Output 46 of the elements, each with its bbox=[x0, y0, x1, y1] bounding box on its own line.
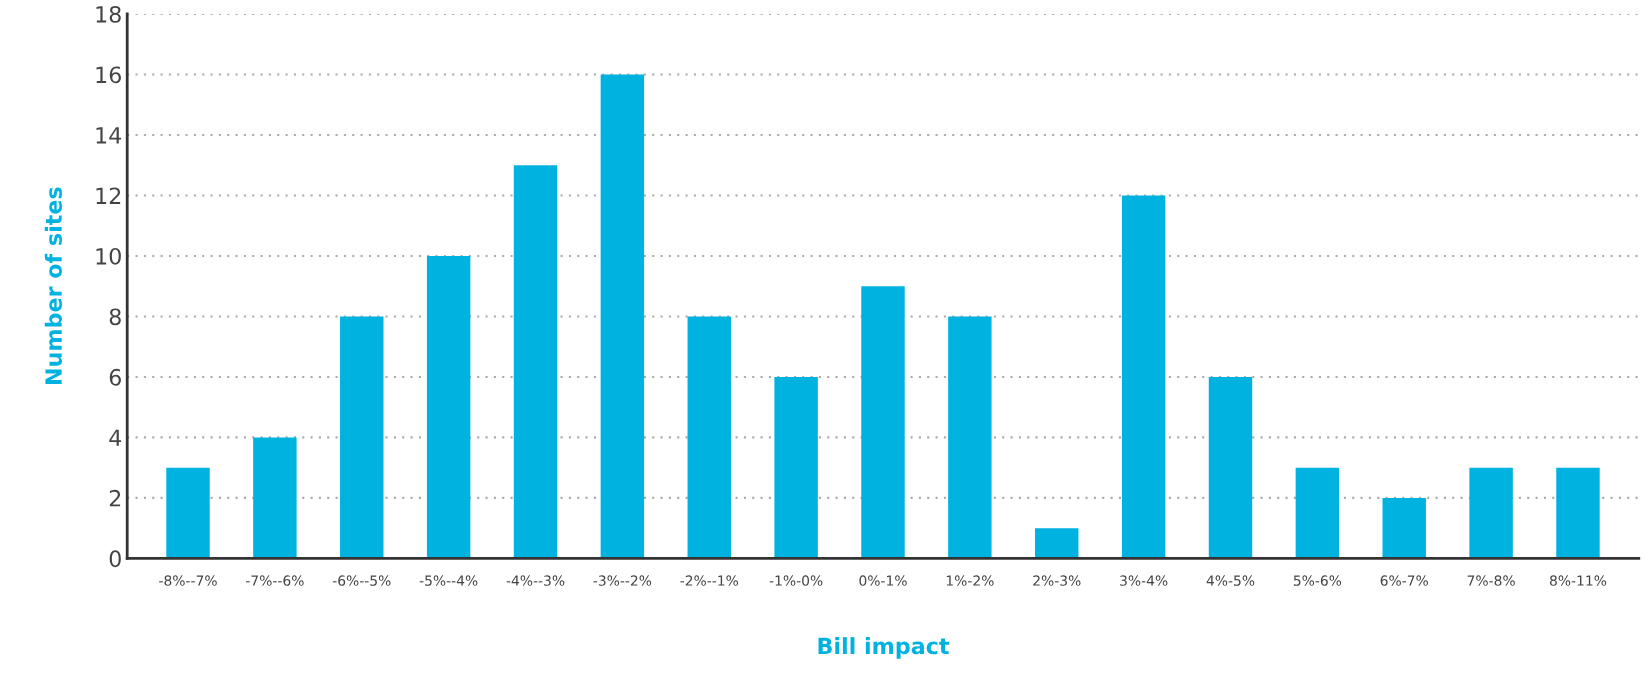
bar bbox=[1208, 376, 1253, 559]
bar bbox=[1121, 195, 1166, 559]
y-tick-label: 0 bbox=[109, 550, 121, 568]
y-tick-label: 6 bbox=[109, 368, 121, 386]
y-tick-label: 16 bbox=[96, 66, 121, 84]
x-tick-label: 4%-5% bbox=[1206, 575, 1255, 586]
y-tick-label: 12 bbox=[96, 187, 121, 204]
bar bbox=[1469, 467, 1513, 559]
bar bbox=[1556, 467, 1600, 559]
x-tick-label: -5%--4% bbox=[419, 575, 478, 586]
y-tick-label: 14 bbox=[96, 127, 122, 144]
bar bbox=[253, 437, 297, 559]
x-tick-label: -2%--1% bbox=[680, 575, 739, 586]
y-tick-label: 10 bbox=[96, 247, 121, 265]
x-tick-label: 2%-3% bbox=[1033, 575, 1081, 586]
bar bbox=[861, 286, 905, 559]
x-tick-label: 3%-4% bbox=[1120, 575, 1168, 586]
x-tick-label: -6%--5% bbox=[332, 575, 391, 586]
x-tick-label: 6%-7% bbox=[1380, 575, 1428, 586]
bar bbox=[340, 316, 384, 559]
bar bbox=[426, 255, 471, 559]
x-tick-label: -1%-0% bbox=[769, 575, 823, 586]
x-tick-label: 8%-11% bbox=[1549, 575, 1607, 586]
bar bbox=[1382, 497, 1426, 559]
y-axis-title: Number of sites bbox=[44, 187, 62, 384]
y-tick-label: 2 bbox=[109, 489, 121, 507]
x-tick-label: 0%-1% bbox=[859, 575, 907, 586]
x-tick-label: 1%-2% bbox=[946, 575, 994, 586]
bar bbox=[600, 74, 645, 559]
bar bbox=[687, 316, 731, 559]
x-tick-label: -4%--3% bbox=[506, 575, 565, 586]
bar bbox=[1035, 528, 1079, 559]
x-axis-title: Bill impact bbox=[818, 637, 949, 659]
bar bbox=[166, 467, 210, 559]
bar bbox=[774, 376, 818, 559]
y-tick-label: 4 bbox=[109, 429, 122, 446]
x-tick-label: -3%--2% bbox=[593, 575, 652, 586]
bar bbox=[948, 316, 992, 559]
bar bbox=[1295, 467, 1340, 559]
x-tick-label: 7%-8% bbox=[1467, 575, 1515, 586]
x-tick-label: -8%--7% bbox=[159, 575, 217, 586]
x-tick-label: 5%-6% bbox=[1293, 575, 1342, 586]
x-tick-label: -7%--6% bbox=[246, 575, 304, 586]
y-tick-label: 8 bbox=[109, 308, 121, 326]
bar bbox=[513, 165, 558, 559]
y-tick-label: 18 bbox=[96, 5, 121, 23]
